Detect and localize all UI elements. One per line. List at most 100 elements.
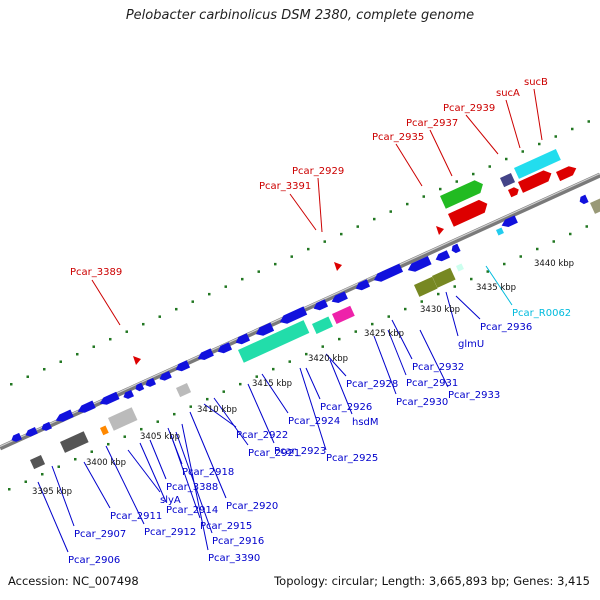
tick-dot <box>125 330 128 333</box>
tick-dot <box>74 457 77 461</box>
gene-feature <box>556 166 577 182</box>
kbp-tick-label: 3420 kbp <box>308 354 348 364</box>
gene-label: Pcar_2916 <box>212 536 264 547</box>
tick-dot <box>354 330 357 333</box>
gene-feature <box>500 173 516 188</box>
tick-dot <box>92 345 95 348</box>
leader-line <box>189 411 227 499</box>
gene-label: Pcar_2923 <box>274 446 326 457</box>
leader-line <box>139 442 167 503</box>
tick-dot <box>24 480 27 483</box>
leader-line <box>445 291 459 337</box>
tick-dot <box>371 322 374 326</box>
kbp-tick-label: 3415 kbp <box>252 379 292 389</box>
tick-dot <box>373 217 376 221</box>
tick-dot <box>486 270 489 273</box>
tick-dot <box>437 292 440 296</box>
leader-line <box>329 359 353 415</box>
gene-label: Pcar_2906 <box>68 555 120 566</box>
gene-label: Pcar_2918 <box>182 467 234 478</box>
leader-line <box>465 114 499 155</box>
gene-feature <box>99 391 120 405</box>
kbp-tick-label: 3440 kbp <box>534 259 574 269</box>
leader-line <box>247 383 275 444</box>
tick-dot <box>43 367 46 371</box>
tick-dot <box>321 345 324 348</box>
leader-line <box>127 449 161 493</box>
gene-label: Pcar_R0062 <box>512 308 571 319</box>
tick-dot <box>288 360 291 363</box>
gene-label: Pcar_3391 <box>259 181 311 192</box>
gene-label: Pcar_2937 <box>406 118 458 129</box>
kbp-tick-label: 3425 kbp <box>364 329 404 339</box>
leader-line <box>325 353 347 377</box>
gene-label: sucB <box>524 77 548 88</box>
gene-label: slyA <box>160 495 181 506</box>
gene-label: Pcar_2925 <box>326 453 378 464</box>
gene-feature <box>448 199 488 227</box>
gene-feature <box>100 425 109 436</box>
gene-label: Pcar_2911 <box>110 511 162 522</box>
leader-line <box>167 427 183 465</box>
tick-dot <box>142 322 145 326</box>
gene-feature <box>135 382 145 392</box>
gene-feature <box>407 256 432 272</box>
gene-label: Pcar_3388 <box>166 482 218 493</box>
gene-feature <box>373 263 404 282</box>
gene-feature <box>25 427 38 437</box>
tick-dot <box>453 285 456 288</box>
gene-feature <box>312 316 333 335</box>
tick-dot <box>272 367 275 371</box>
leader-line <box>387 329 407 376</box>
leader-line <box>485 265 513 306</box>
tick-dot <box>224 285 227 288</box>
accession-text: Accession: NC_007498 <box>8 574 139 588</box>
leader-line <box>317 177 323 233</box>
gene-feature <box>440 180 483 209</box>
leader-line <box>419 329 449 388</box>
gene-label: Pcar_2926 <box>320 402 372 413</box>
kbp-tick-label: 3435 kbp <box>476 283 516 293</box>
gene-feature <box>217 342 233 354</box>
leader-line <box>83 461 111 509</box>
gene-feature <box>11 432 23 442</box>
genome-summary-text: Topology: circular; Length: 3,665,893 bp… <box>274 574 590 588</box>
gene-feature <box>508 187 519 198</box>
leader-line <box>91 279 121 326</box>
gene-feature <box>123 389 135 399</box>
gene-label: Pcar_2914 <box>166 505 218 516</box>
tick-dot <box>257 270 260 273</box>
tick-dots-upper <box>10 120 590 386</box>
tick-dot <box>585 225 588 228</box>
kbp-tick-label: 3395 kbp <box>32 487 72 497</box>
gene-feature <box>175 360 191 372</box>
gene-label: Pcar_2907 <box>74 529 126 540</box>
gene-feature <box>77 400 96 413</box>
gene-label: sucA <box>496 88 520 99</box>
tick-dot <box>420 300 423 303</box>
gene-feature <box>55 409 74 422</box>
tick-dot <box>255 375 258 378</box>
kbp-tick-labels: 3395 kbp 3400 kbp 3405 kbp 3410 kbp 3415 kbp… <box>32 259 574 497</box>
tick-dot <box>488 165 491 168</box>
leader-line <box>395 143 423 187</box>
gene-feature <box>313 299 329 311</box>
gene-feature <box>496 227 504 236</box>
tick-dot <box>536 247 539 251</box>
leader-line <box>455 295 481 320</box>
tick-dot <box>538 142 541 146</box>
tick-dot <box>10 383 13 386</box>
tick-dot <box>59 360 62 363</box>
gene-feature <box>518 170 552 193</box>
kbp-tick-label: 3405 kbp <box>140 432 180 442</box>
gene-feature <box>451 243 461 254</box>
gene-label: Pcar_2922 <box>236 430 288 441</box>
tick-dot <box>439 187 442 191</box>
tick-dot <box>455 180 458 183</box>
gene-feature <box>279 306 308 324</box>
leader-line <box>181 423 209 551</box>
tick-dot <box>587 120 590 123</box>
gene-feature <box>501 215 518 227</box>
tick-dot <box>123 435 126 438</box>
gene-feature <box>41 421 53 431</box>
